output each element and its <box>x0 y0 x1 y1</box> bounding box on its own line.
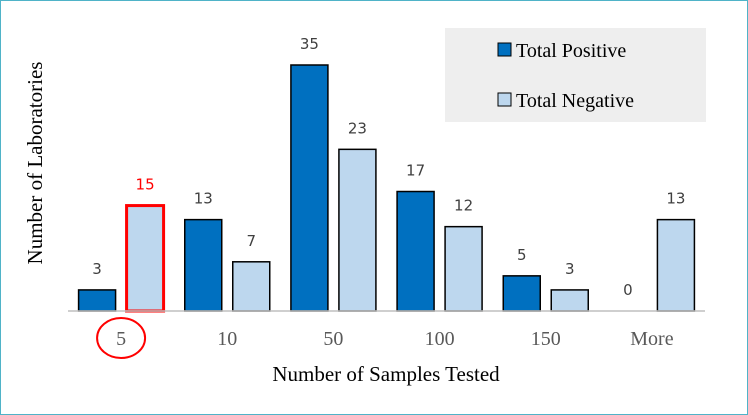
x-tick-label-5: 5 <box>116 328 126 350</box>
value-label-total-negative-5: 15 <box>136 176 155 194</box>
x-axis-title: Number of Samples Tested <box>272 362 500 386</box>
bar-total-positive-100 <box>396 190 435 312</box>
value-label-total-positive-50: 35 <box>300 35 319 53</box>
legend-label-total-positive: Total Positive <box>516 40 626 62</box>
highlight-circle <box>96 317 147 359</box>
legend-swatch-total-positive <box>497 42 512 57</box>
value-label-total-negative-50: 23 <box>348 119 367 137</box>
y-axis-title: Number of Laboratories <box>23 62 47 265</box>
value-label-total-positive-more: 0 <box>623 281 633 299</box>
x-tick-label-10: 10 <box>217 328 237 350</box>
legend: Total Positive Total Negative <box>445 28 706 122</box>
x-tick-label-150: 150 <box>531 328 561 350</box>
bar-total-negative-5 <box>125 204 166 313</box>
value-label-total-positive-150: 5 <box>517 246 527 264</box>
x-tick-label-50: 50 <box>323 328 343 350</box>
legend-swatch-total-negative <box>497 92 512 107</box>
value-label-group: 3 15 13 7 35 23 17 12 5 3 0 13 <box>92 35 685 299</box>
value-label-total-positive-100: 17 <box>406 162 425 180</box>
value-label-total-negative-more: 13 <box>666 190 685 208</box>
x-tick-label-100: 100 <box>425 328 455 350</box>
bar-total-positive-150 <box>502 275 541 312</box>
bar-total-negative-50 <box>338 148 377 312</box>
value-label-total-negative-150: 3 <box>565 260 575 278</box>
bar-total-negative-10 <box>232 261 271 312</box>
legend-label-total-negative: Total Negative <box>516 90 634 112</box>
value-label-total-negative-100: 12 <box>454 197 473 215</box>
bar-total-positive-5 <box>77 289 117 312</box>
bar-total-negative-100 <box>444 225 483 312</box>
bar-total-positive-10 <box>184 218 223 312</box>
value-label-total-positive-10: 13 <box>194 190 213 208</box>
value-label-total-positive-5: 3 <box>92 260 102 278</box>
bar-total-negative-150 <box>550 289 589 312</box>
x-tick-label-more: More <box>630 328 673 350</box>
x-tick-label-group: 5 10 50 100 150 More <box>116 328 674 350</box>
bar-group <box>77 64 696 313</box>
legend-background <box>445 28 706 122</box>
value-label-total-negative-10: 7 <box>246 232 256 250</box>
bar-total-positive-50 <box>290 64 329 312</box>
bar-total-negative-more <box>656 218 696 312</box>
